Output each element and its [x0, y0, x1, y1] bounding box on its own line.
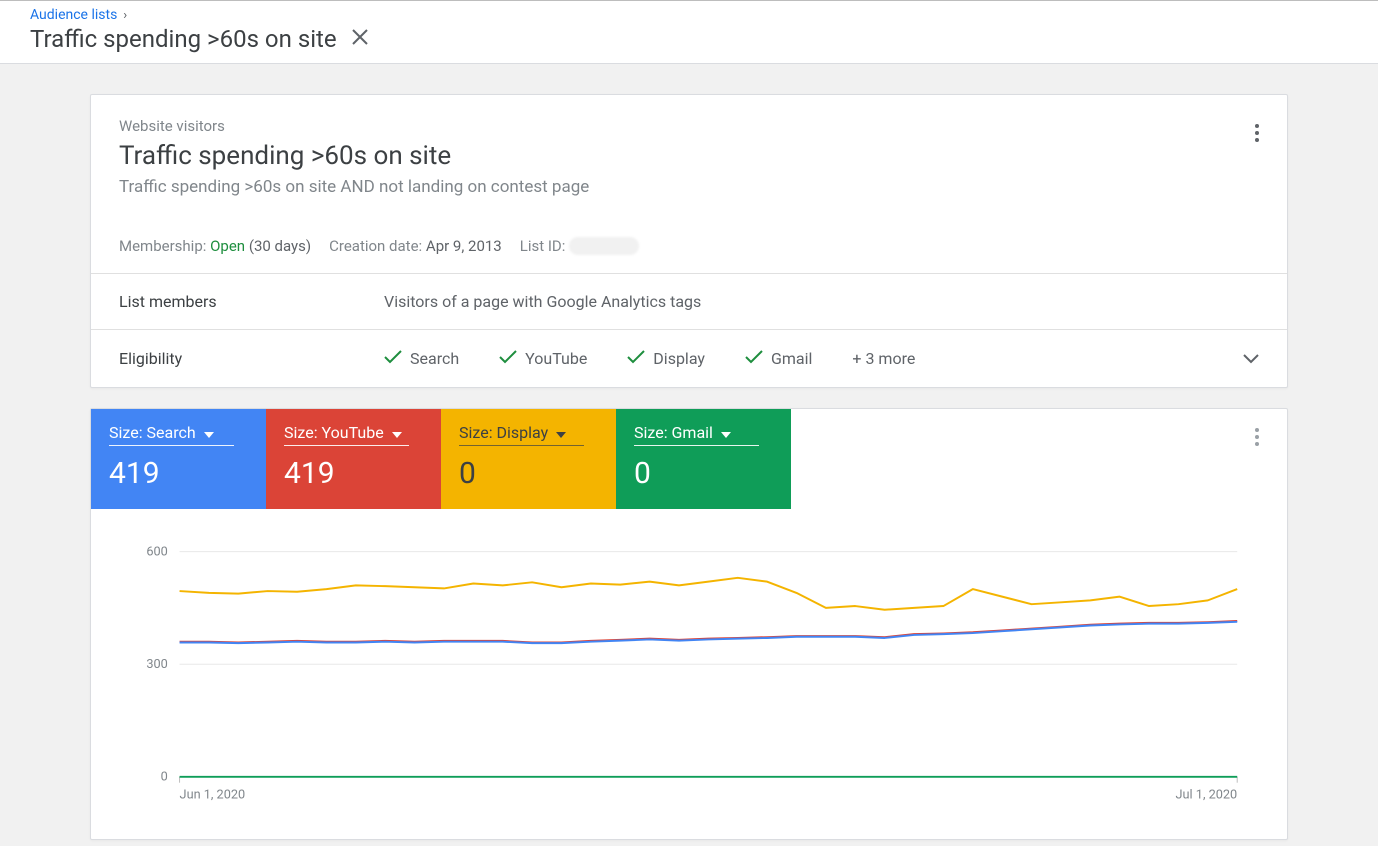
svg-text:Jul 1, 2020: Jul 1, 2020: [1176, 787, 1238, 802]
eligibility-item-search: Search: [384, 349, 459, 368]
close-icon[interactable]: [351, 27, 369, 51]
creation-date-value: Apr 9, 2013: [426, 237, 502, 255]
audience-description: Traffic spending >60s on site AND not la…: [119, 177, 1259, 197]
tile-value: 0: [459, 456, 598, 491]
list-members-value: Visitors of a page with Google Analytics…: [384, 292, 1259, 311]
check-icon: [745, 349, 763, 368]
breadcrumb-parent-link[interactable]: Audience lists: [30, 7, 117, 23]
svg-text:300: 300: [146, 657, 167, 672]
eligibility-item-label: Gmail: [771, 349, 812, 368]
membership-label: Membership:: [119, 237, 206, 255]
svg-text:0: 0: [161, 770, 168, 785]
audience-detail-card: Website visitors Traffic spending >60s o…: [90, 94, 1288, 388]
eligibility-item-label: Display: [653, 349, 705, 368]
tile-label: Size: Display: [459, 423, 548, 442]
tile-value: 419: [284, 456, 423, 491]
meta-line: Membership: Open (30 days) Creation date…: [119, 237, 1259, 255]
page-title-row: Traffic spending >60s on site: [30, 25, 1358, 53]
caret-down-icon: [556, 423, 566, 442]
page-title: Traffic spending >60s on site: [30, 25, 337, 53]
caret-down-icon: [392, 423, 402, 442]
header-bar: Audience lists › Traffic spending >60s o…: [0, 0, 1378, 64]
line-chart: 0 300 600 Jun 1, 2020 Jul 1, 2020: [111, 529, 1247, 819]
chevron-down-icon[interactable]: [1243, 348, 1259, 369]
size-tile[interactable]: Size: Display 0: [441, 409, 616, 509]
check-icon: [499, 349, 517, 368]
tile-label: Size: Search: [109, 423, 196, 442]
list-members-label: List members: [119, 292, 384, 311]
breadcrumb: Audience lists ›: [30, 7, 1358, 23]
svg-text:600: 600: [146, 545, 167, 560]
list-id-redacted: [569, 237, 639, 255]
check-icon: [627, 349, 645, 368]
caret-down-icon: [721, 423, 731, 442]
audience-type: Website visitors: [119, 117, 1259, 135]
content-area: Website visitors Traffic spending >60s o…: [0, 64, 1378, 840]
eligibility-item-gmail: Gmail: [745, 349, 812, 368]
chart-card: Size: Search 419 Size: YouTube 419 Size: Dis…: [90, 408, 1288, 840]
membership-duration: (30 days): [249, 237, 311, 255]
svg-text:Jun 1, 2020: Jun 1, 2020: [180, 787, 246, 802]
more-options-icon[interactable]: [1245, 423, 1269, 451]
eligibility-item-label: YouTube: [525, 349, 587, 368]
tile-value: 419: [109, 456, 248, 491]
check-icon: [384, 349, 402, 368]
eligibility-row[interactable]: Eligibility Search YouTube: [91, 330, 1287, 387]
eligibility-more: + 3 more: [852, 349, 915, 368]
list-id-label: List ID:: [520, 237, 566, 255]
size-tile[interactable]: Size: YouTube 419: [266, 409, 441, 509]
size-tiles: Size: Search 419 Size: YouTube 419 Size: Dis…: [91, 409, 1287, 509]
chart-area: 0 300 600 Jun 1, 2020 Jul 1, 2020: [91, 509, 1287, 839]
detail-header: Website visitors Traffic spending >60s o…: [91, 95, 1287, 274]
eligibility-item-youtube: YouTube: [499, 349, 587, 368]
eligibility-items: Search YouTube Display: [384, 349, 1243, 368]
membership-status: Open: [210, 237, 245, 255]
size-tile[interactable]: Size: Search 419: [91, 409, 266, 509]
size-tile[interactable]: Size: Gmail 0: [616, 409, 791, 509]
tile-label: Size: Gmail: [634, 423, 713, 442]
tile-label-row[interactable]: Size: Search: [109, 423, 234, 446]
eligibility-label: Eligibility: [119, 349, 384, 368]
audience-title: Traffic spending >60s on site: [119, 141, 1259, 171]
chevron-right-icon: ›: [123, 8, 127, 23]
more-options-icon[interactable]: [1245, 119, 1269, 147]
tile-label: Size: YouTube: [284, 423, 384, 442]
list-members-row: List members Visitors of a page with Goo…: [91, 274, 1287, 330]
eligibility-item-label: Search: [410, 349, 459, 368]
tile-value: 0: [634, 456, 773, 491]
creation-date-label: Creation date:: [329, 237, 422, 255]
caret-down-icon: [204, 423, 214, 442]
tile-label-row[interactable]: Size: YouTube: [284, 423, 409, 446]
tile-label-row[interactable]: Size: Display: [459, 423, 584, 446]
tile-label-row[interactable]: Size: Gmail: [634, 423, 759, 446]
eligibility-item-display: Display: [627, 349, 705, 368]
